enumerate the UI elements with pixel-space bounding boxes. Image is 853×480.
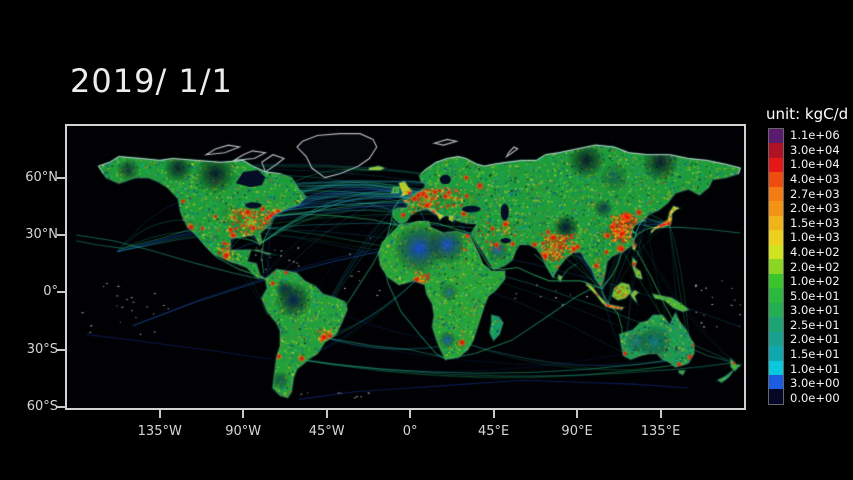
world-map-canvas <box>67 126 744 408</box>
colorbar-segment <box>769 230 783 245</box>
y-tick <box>57 176 66 179</box>
y-tick <box>57 406 66 409</box>
colorbar-segment <box>769 389 783 404</box>
x-tick <box>409 410 412 418</box>
colorbar-tick-label: 2.5e+01 <box>790 317 840 332</box>
colorbar-segment <box>769 201 783 216</box>
y-tick <box>57 291 66 294</box>
colorbar-segment <box>769 273 783 289</box>
colorbar-tick-label: 1.5e+03 <box>790 215 840 230</box>
colorbar-tick-label: 2.0e+01 <box>790 332 840 347</box>
colorbar-segment <box>769 143 783 158</box>
colorbar-scale <box>768 128 784 405</box>
colorbar-tick-label: 3.0e+04 <box>790 142 840 157</box>
date-label: 2019/ 1/1 <box>70 62 233 100</box>
colorbar-segment <box>769 215 783 231</box>
colorbar-segment <box>769 157 783 173</box>
colorbar-tick-label: 2.7e+03 <box>790 186 840 201</box>
colorbar-tick-label: 1.5e+01 <box>790 346 840 361</box>
colorbar-segment <box>769 244 783 260</box>
colorbar-tick-label: 3.0e+01 <box>790 303 840 318</box>
colorbar-tick-label: 1.0e+04 <box>790 157 840 172</box>
colorbar-tick-label: 2.0e+03 <box>790 201 840 216</box>
colorbar-tick-label: 3.0e+00 <box>790 376 840 391</box>
y-tick <box>57 348 66 351</box>
colorbar-tick-label: 4.0e+03 <box>790 172 840 187</box>
colorbar-tick-label: 5.0e+01 <box>790 288 840 303</box>
y-tick-label: 60°S <box>26 399 58 415</box>
colorbar-segment <box>769 317 783 332</box>
y-tick-label: 30°N <box>25 226 58 242</box>
x-tick-label: 45°E <box>477 424 510 439</box>
colorbar-segment <box>769 331 783 347</box>
y-tick-label: 60°N <box>25 169 58 185</box>
colorbar-segment <box>769 186 783 202</box>
x-tick-label: 90°W <box>225 424 262 439</box>
x-tick-label: 135°W <box>137 424 182 439</box>
colorbar-segment <box>769 288 783 303</box>
colorbar-tick-label: 2.0e+02 <box>790 259 840 274</box>
x-tick-label: 135°E <box>640 424 681 439</box>
colorbar-tick-label: 1.0e+02 <box>790 274 840 289</box>
y-tick-label: 30°S <box>26 341 58 357</box>
x-tick <box>158 410 161 418</box>
colorbar-tick-label: 1.1e+06 <box>790 128 840 143</box>
colorbar-tick-label: 4.0e+02 <box>790 244 840 259</box>
colorbar-segment <box>769 172 783 187</box>
x-tick-label: 90°E <box>561 424 593 439</box>
colorbar-segment <box>769 360 783 375</box>
colorbar-segment <box>769 346 783 361</box>
colorbar-segment <box>769 129 783 144</box>
colorbar-segment <box>769 374 783 390</box>
colorbar-tick-label: 0.0e+00 <box>790 390 840 405</box>
x-tick <box>492 410 495 418</box>
x-tick <box>659 410 662 418</box>
x-tick <box>325 410 328 418</box>
x-tick <box>242 410 245 418</box>
colorbar-segment <box>769 259 783 274</box>
colorbar-segment <box>769 302 783 318</box>
x-tick <box>576 410 579 418</box>
colorbar-title: unit: kgC/d <box>766 105 849 123</box>
colorbar-tick-label: 1.0e+01 <box>790 361 840 376</box>
y-tick <box>57 233 66 236</box>
x-tick-label: 45°W <box>308 424 345 439</box>
y-tick-label: 0° <box>43 284 58 300</box>
colorbar-tick-label: 1.0e+03 <box>790 230 840 245</box>
x-tick-label: 0° <box>402 424 418 439</box>
